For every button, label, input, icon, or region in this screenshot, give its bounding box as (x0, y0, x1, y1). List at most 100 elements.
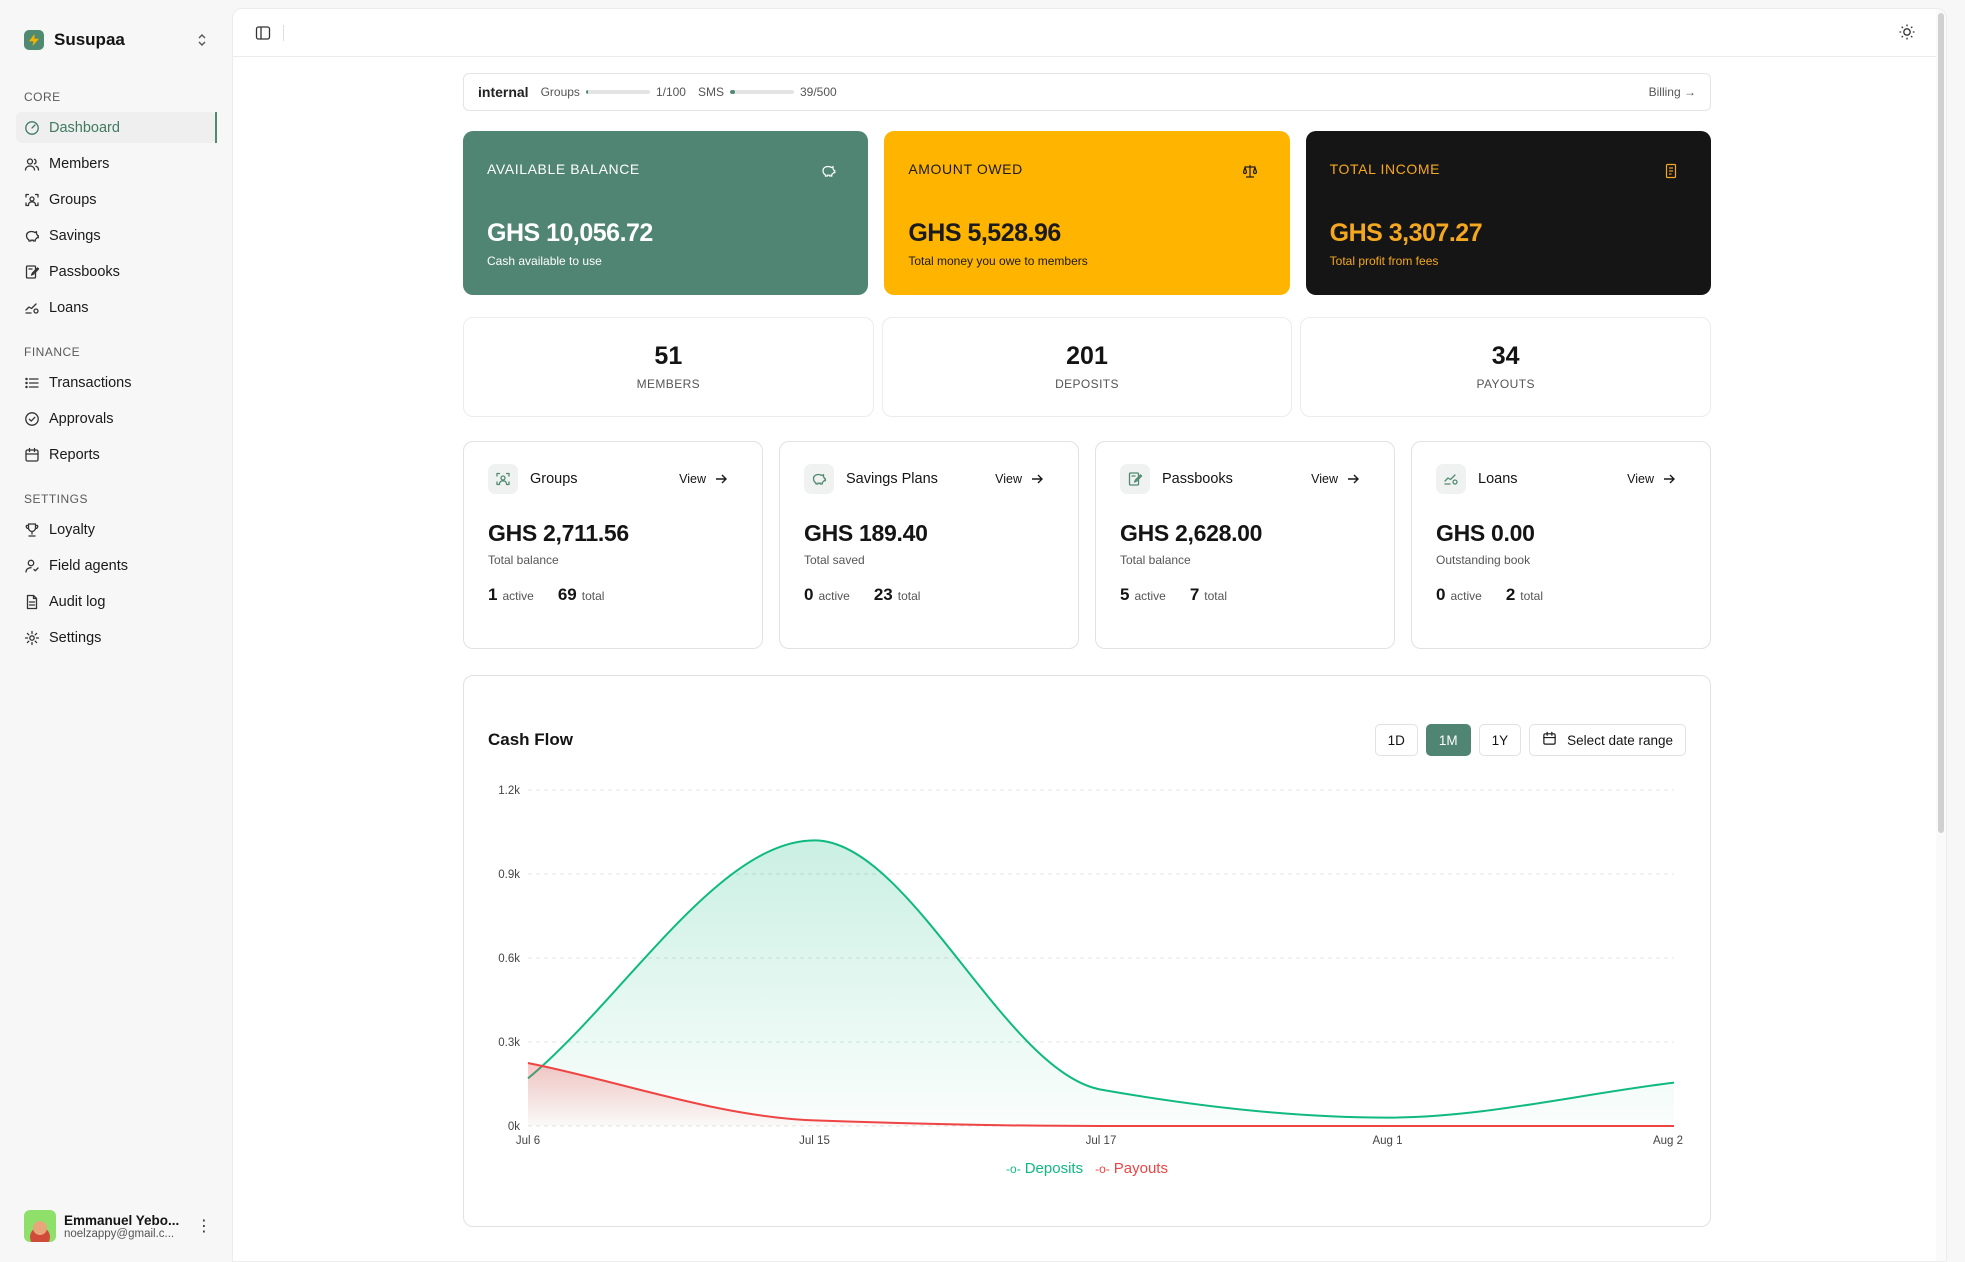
available-balance-card: AVAILABLE BALANCE GHS 10,056.72 Cash ava… (463, 131, 869, 295)
brand-logo-icon (24, 30, 44, 50)
sms-meter-usage: 39/500 (799, 85, 837, 99)
x-tick-label: Jul 15 (799, 1135, 830, 1147)
stat-label: DEPOSITS (1055, 377, 1119, 391)
sidebar-item-groups[interactable]: Groups (16, 184, 216, 215)
check-circle-icon (25, 411, 39, 426)
card-view-button[interactable]: View (679, 472, 728, 486)
range-button-1d[interactable]: 1D (1374, 724, 1418, 756)
card-view-button[interactable]: View (995, 472, 1044, 486)
list-icon (25, 377, 39, 388)
loans-icon (25, 302, 39, 314)
billing-link[interactable]: Billing → (1648, 85, 1696, 99)
arrow-right-icon (716, 474, 727, 484)
amount-owed-value: GHS 5,528.96 (908, 219, 1061, 247)
brand-name: Susupaa (54, 30, 125, 49)
summary-card-passbooks: Passbooks View GHS 2,628.00 Total balance 5 a… (1095, 441, 1395, 649)
hero-label: AVAILABLE BALANCE (487, 161, 640, 177)
stat-value: 34 (1491, 342, 1520, 370)
sidebar-item-settings[interactable]: Settings (16, 622, 216, 653)
cash-flow-card: Cash Flow 1D 1M 1Y Select date range 0k 0.3k… (463, 675, 1711, 1227)
card-sub: Total balance (1120, 553, 1191, 567)
piggy-bank-icon (822, 165, 836, 177)
passbook-icon (24, 264, 40, 280)
sidebar-item-transactions[interactable]: Transactions (16, 367, 216, 398)
hero-sub: Total money you owe to members (908, 254, 1088, 268)
scrollbar[interactable] (1936, 9, 1946, 1261)
sidebar-item-label: Savings (49, 227, 101, 244)
sidebar-item-field-agents[interactable]: Field agents (16, 550, 216, 581)
y-tick-label: 0k (508, 1121, 520, 1133)
sidebar-item-label: Settings (49, 629, 102, 646)
gear-icon (24, 630, 40, 646)
piggy-bank-icon (25, 230, 39, 242)
y-tick-label: 0.6k (498, 953, 520, 965)
more-vertical-icon[interactable]: ⋮ (196, 1218, 212, 1235)
groups-meter: Groups 1/100 (541, 85, 686, 99)
card-title: Groups (530, 471, 578, 487)
deposits-line (527, 839, 1675, 1119)
available-balance-value: GHS 10,056.72 (487, 219, 653, 247)
sidebar-item-label: Reports (49, 446, 100, 463)
range-button-1y[interactable]: 1Y (1478, 724, 1522, 756)
sms-meter-fill (729, 90, 735, 94)
sidebar-item-passbooks[interactable]: Passbooks (16, 256, 216, 287)
workspace-switcher[interactable]: Susupaa (16, 0, 216, 80)
sidebar-item-members[interactable]: Members (16, 148, 216, 179)
sidebar-item-label: Groups (49, 191, 97, 208)
receipt-icon (1665, 163, 1677, 179)
chart-legend: -o- Deposits -o- Payouts (464, 1160, 1710, 1177)
sidebar-item-approvals[interactable]: Approvals (16, 403, 216, 434)
card-view-label: View (1627, 472, 1654, 486)
sidebar-item-dashboard[interactable]: Dashboard (16, 112, 217, 143)
card-view-label: View (995, 472, 1022, 486)
card-view-label: View (1311, 472, 1338, 486)
sidebar-toggle-icon[interactable] (255, 25, 271, 41)
legend-item-payouts[interactable]: -o- Payouts (1095, 1160, 1168, 1177)
legend-item-deposits[interactable]: -o- Deposits (1006, 1160, 1083, 1177)
total-income-card: TOTAL INCOME GHS 3,307.27 Total profit f… (1305, 131, 1711, 295)
sidebar-item-label: Field agents (49, 557, 128, 574)
active-count: 5 active (1120, 585, 1166, 604)
check-circle-icon (24, 411, 40, 427)
card-view-label: View (679, 472, 706, 486)
groups-meter-label: Groups (540, 85, 580, 99)
gear-icon (24, 630, 40, 645)
loans-icon (24, 300, 40, 316)
card-value: GHS 189.40 (804, 520, 928, 546)
sidebar-item-reports[interactable]: Reports (16, 439, 216, 470)
nav-section-settings: SETTINGS Loyalty Field agents Audit log Sett… (16, 492, 216, 653)
calendar-icon (25, 447, 39, 462)
sidebar-item-loans[interactable]: Loans (16, 292, 216, 323)
groups-icon (24, 192, 40, 208)
y-tick-label: 1.2k (498, 785, 520, 797)
trophy-icon (24, 522, 40, 538)
sidebar-item-savings[interactable]: Savings (16, 220, 216, 251)
agent-icon (25, 559, 39, 573)
date-range-picker[interactable]: Select date range (1529, 724, 1686, 756)
card-value: GHS 2,628.00 (1120, 520, 1263, 546)
theme-toggle-sun-icon[interactable] (1898, 23, 1916, 41)
stat-value: 51 (654, 342, 683, 370)
nav-section-label: FINANCE (24, 345, 81, 359)
total-count: 23 total (873, 585, 921, 604)
arrow-right-icon (1348, 474, 1359, 484)
arrow-right-icon (1664, 474, 1675, 484)
card-view-button[interactable]: View (1311, 472, 1360, 486)
x-tick-label: Aug 2 (1653, 1135, 1683, 1147)
sidebar-item-label: Members (49, 155, 110, 172)
cash-flow-chart: 0k 0.3k 0.6k 0.9k 1.2k Jul 6 Jul 15 Jul 17 Aug 1… (498, 785, 1683, 1147)
range-button-1m[interactable]: 1M (1425, 724, 1471, 756)
topbar (233, 9, 1946, 57)
legend-marker-icon: -o- (1095, 1161, 1110, 1176)
active-count: 1 active (488, 585, 534, 604)
sidebar-item-loyalty[interactable]: Loyalty (16, 514, 216, 545)
main-panel: internal Groups 1/100 SMS 39/500 Billing… (232, 8, 1947, 1262)
total-count: 7 total (1189, 585, 1227, 604)
user-menu[interactable]: Emmanuel Yebo... noelzappy@gmail.c... ⋮ (24, 1210, 212, 1242)
audit-icon (24, 594, 40, 610)
summary-card-savings-plans: Savings Plans View GHS 189.40 Total saved 0 a… (779, 441, 1079, 649)
scale-icon (1242, 165, 1257, 178)
card-view-button[interactable]: View (1627, 472, 1676, 486)
sidebar-item-audit-log[interactable]: Audit log (16, 586, 216, 617)
card-title: Savings Plans (846, 471, 938, 487)
